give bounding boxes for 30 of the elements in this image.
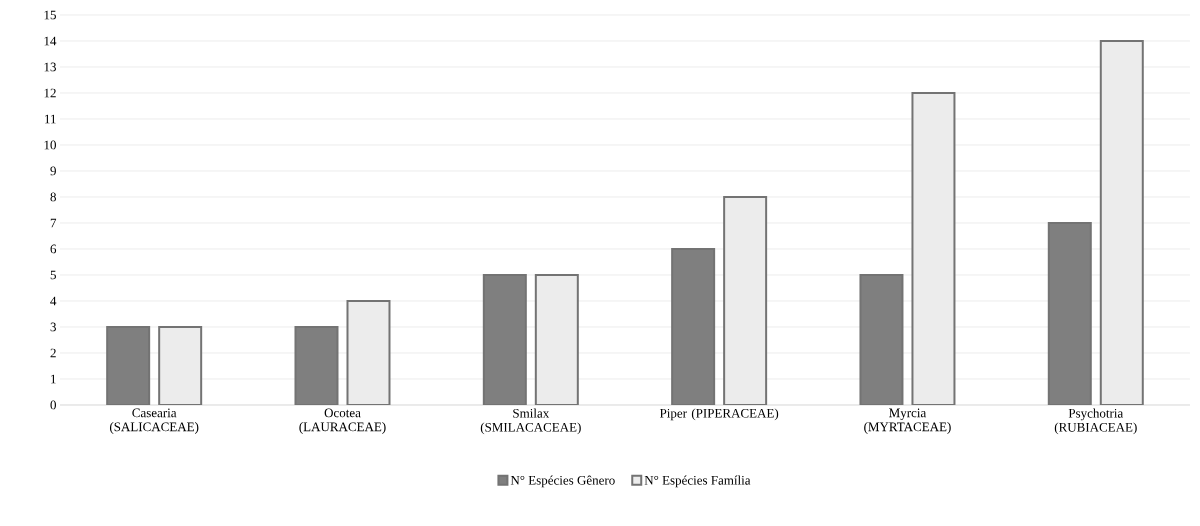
y-tick-label: 0 — [50, 400, 56, 410]
x-tick-label: Psychotria (RUBIACEAE) — [1054, 408, 1137, 435]
y-tick-label: 11 — [45, 114, 56, 124]
y-tick-label: 5 — [50, 270, 56, 280]
y-tick-label: 12 — [44, 88, 56, 98]
bar — [158, 325, 203, 405]
x-tick-label: Myrcia (MYRTACEAE) — [864, 408, 951, 434]
x-tick-label: Piper (PIPERACEAE) — [659, 408, 779, 421]
y-tick-label: 15 — [44, 10, 56, 20]
y-tick-label: 14 — [44, 36, 57, 46]
x-tick-label: Ocotea (LAURACEAE) — [299, 408, 386, 434]
y-tick-label: 1 — [51, 374, 56, 384]
y-tick-label: 9 — [50, 166, 56, 176]
bar — [723, 195, 768, 405]
y-tick-label: 6 — [50, 244, 57, 254]
bar — [346, 299, 391, 405]
y-tick-label: 7 — [50, 218, 57, 228]
y-tick-label: 13 — [44, 62, 56, 72]
bar — [534, 273, 579, 405]
y-tick-label: 2 — [50, 348, 56, 358]
bar — [1099, 39, 1144, 405]
x-tick-label: Smilax (SMILACACEAE) — [480, 408, 581, 435]
bar — [911, 91, 956, 405]
legend-label: N° Espécies Família — [644, 475, 751, 488]
legend-label: N° Espécies Gênero — [510, 475, 615, 488]
y-tick-label: 3 — [50, 322, 56, 332]
y-tick-label: 4 — [50, 296, 57, 306]
y-tick-label: 8 — [50, 192, 56, 202]
y-tick-label: 10 — [44, 140, 56, 150]
x-tick-label: Casearia (SALICACEAE) — [109, 408, 199, 434]
